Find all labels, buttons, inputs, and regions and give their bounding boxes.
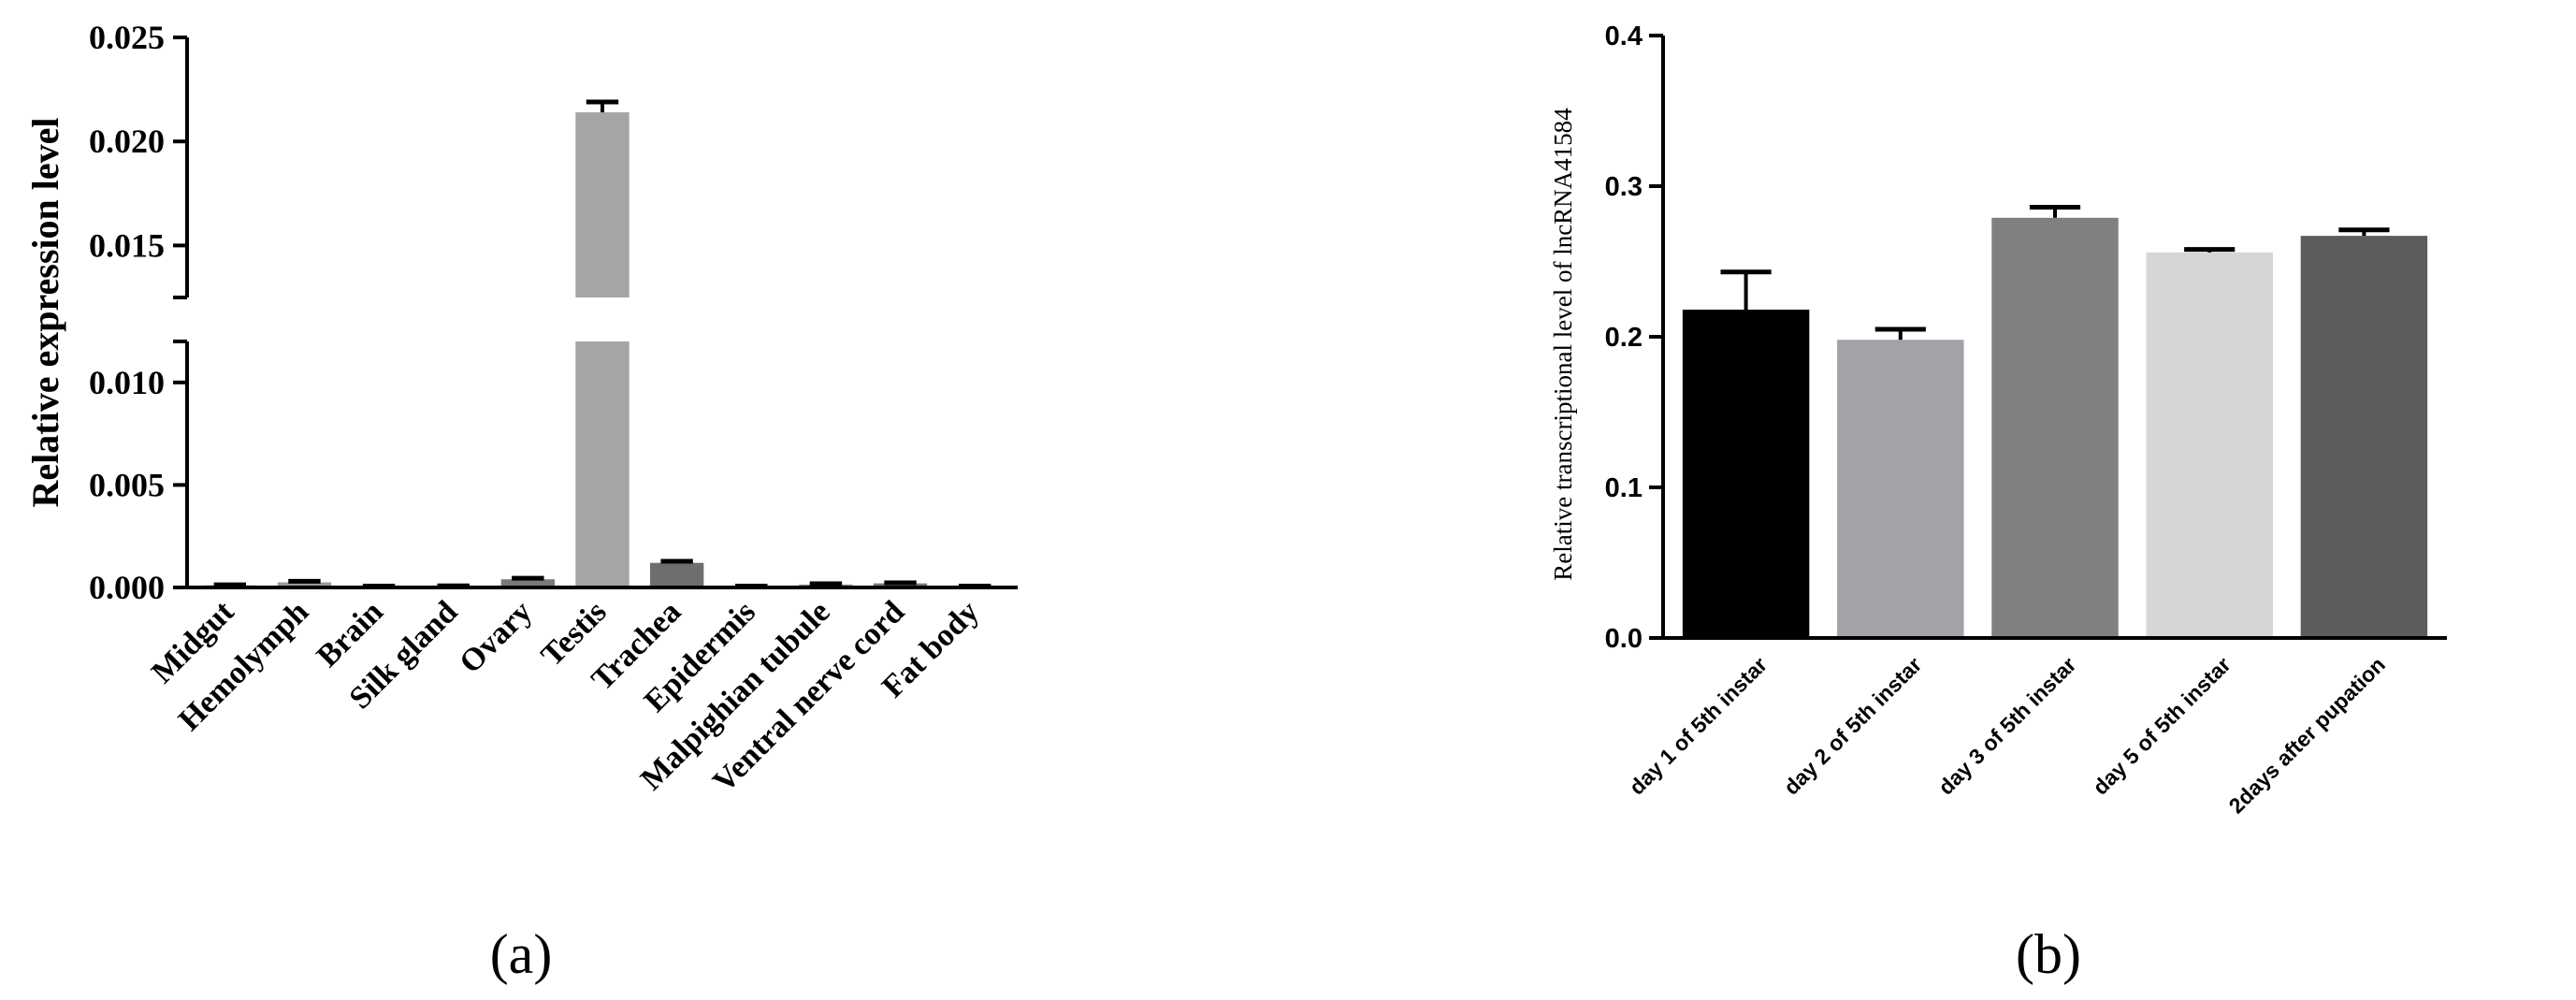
bar-3 [2146,252,2273,638]
y-tick-label-upper-0: 0.015 [89,226,165,264]
x-tick-label-3: day 5 of 5th instar [2088,652,2236,800]
x-tick-label-4: 2days after pupation [2223,652,2389,818]
bar-4 [500,579,556,587]
bar-1 [277,582,332,587]
y-tick-label-1: 0.1 [1605,473,1643,503]
bar-2 [1991,217,2119,638]
y-axis-label: Relative transcriptional level of lncRNA… [1549,108,1577,581]
y-tick-label-lower-1: 0.005 [89,466,165,503]
x-tick-label-4: Ovary [453,594,539,680]
y-tick-label-lower-2: 0.010 [89,364,165,401]
panel-label-a: (a) [490,923,553,985]
bar-9 [873,583,928,587]
bar-0 [1682,310,1810,638]
chart-b: day 1 of 5th instar day 2 of 5th instar da… [1549,22,2447,985]
y-tick-label-0: 0.0 [1605,624,1643,654]
y-tick-label-2: 0.2 [1605,323,1643,353]
y-tick-label-4: 0.4 [1605,22,1643,51]
panel-label-b: (b) [2016,923,2081,985]
y-tick-label-upper-2: 0.025 [89,19,165,56]
bar-1 [1837,340,1964,638]
y-tick-label-3: 0.3 [1605,172,1643,202]
bar-4 [2300,236,2428,638]
x-tick-label-0: day 1 of 5th instar [1625,652,1773,800]
y-tick-label-upper-1: 0.020 [89,123,165,160]
bar-5-lower [575,341,630,587]
x-tick-label-1: day 2 of 5th instar [1779,652,1927,800]
bar-6 [649,562,704,587]
x-tick-label-2: day 3 of 5th instar [1933,652,2081,800]
bar-5-upper [575,112,630,298]
y-tick-label-lower-0: 0.000 [89,569,165,606]
y-axis-label: Relative expression level [24,118,66,508]
